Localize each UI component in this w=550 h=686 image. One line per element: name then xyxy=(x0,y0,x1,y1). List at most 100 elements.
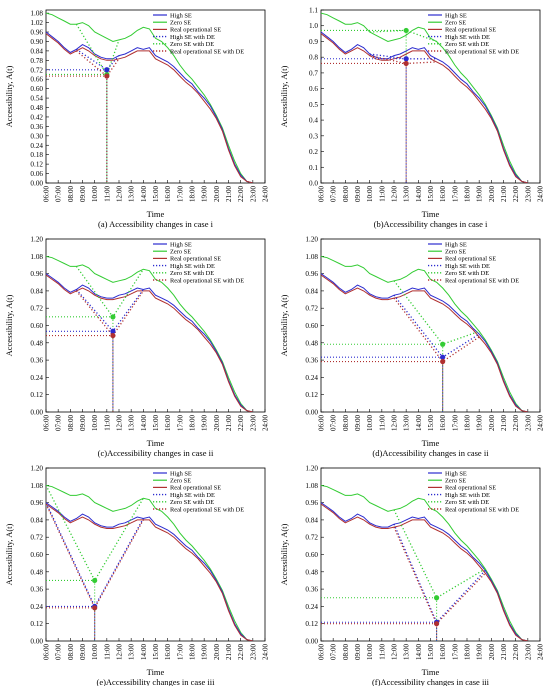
x-tick-label: 24:00 xyxy=(537,644,545,660)
legend-label: Zero SE xyxy=(445,20,466,27)
panel-caption: (f)Accessibility changes in case iii xyxy=(372,677,490,686)
legend-label: Zero SE with DE xyxy=(445,270,489,277)
legend-label: High SE xyxy=(445,12,467,19)
y-tick-label: 0.42 xyxy=(30,113,43,121)
chart-panel-b: 0.0 0.1 0.2 0.3 0.4 0.5 0.6 0.7 0.8 0.9 1.0 1.1 06:0… xyxy=(279,7,545,230)
x-tick-label: 15:00 xyxy=(152,644,160,660)
high-se-line xyxy=(46,273,253,412)
legend-label: Real operational SE xyxy=(170,256,221,263)
high-se-de-line xyxy=(393,294,480,359)
y-tick-label: 1.20 xyxy=(305,236,318,244)
legend-label: Zero SE xyxy=(170,249,191,256)
y-tick-label: 0.00 xyxy=(30,180,43,188)
x-tick-label: 10:00 xyxy=(366,186,374,202)
legend-label: High SE with DE xyxy=(445,34,490,41)
x-tick-label: 09:00 xyxy=(354,644,362,660)
x-tick-label: 08:00 xyxy=(342,644,350,660)
x-tick-label: 17:00 xyxy=(451,415,459,431)
y-tick-label: 0.7 xyxy=(309,69,318,77)
x-tick-label: 06:00 xyxy=(43,186,51,202)
legend-label: Zero SE with DE xyxy=(445,41,489,48)
real-se-line xyxy=(46,503,253,641)
legend-label: High SE with DE xyxy=(445,263,490,270)
x-tick-label: 07:00 xyxy=(330,415,338,431)
legend-label: High SE with DE xyxy=(170,263,215,270)
x-tick-label: 24:00 xyxy=(537,415,545,431)
x-tick-label: 07:00 xyxy=(330,186,338,202)
x-tick-label: 16:00 xyxy=(164,415,172,431)
x-tick-label: 22:00 xyxy=(512,644,520,660)
high-se-de-line xyxy=(46,502,144,608)
zero-de-marker xyxy=(440,341,446,347)
y-tick-label: 1.1 xyxy=(309,7,318,15)
x-axis-label: Time xyxy=(422,438,440,448)
y-tick-label: 0.60 xyxy=(30,322,43,330)
real-se-line xyxy=(46,274,253,412)
chart-panel-a: 0.00 0.060.12 0.180.24 0.300.36 0.420.480.54… xyxy=(4,9,270,229)
x-tick-label: 10:00 xyxy=(366,644,374,660)
x-axis-label: Time xyxy=(147,667,165,677)
y-tick-label: 0.0 xyxy=(309,180,318,188)
panel-caption: (d)Accessibility changes in case ii xyxy=(372,448,489,458)
high-de-marker xyxy=(104,67,110,73)
legend-label: High SE xyxy=(170,241,192,248)
x-tick-label: 22:00 xyxy=(237,644,245,660)
x-tick-label: 19:00 xyxy=(201,186,209,202)
x-tick-label: 13:00 xyxy=(128,644,136,660)
y-tick-label: 0.96 xyxy=(30,499,43,507)
x-tick-label: 09:00 xyxy=(79,186,87,202)
x-tick-label: 23:00 xyxy=(249,186,257,202)
legend-label: Real operational SE with DE xyxy=(445,506,519,513)
x-tick-label: 11:00 xyxy=(103,644,111,660)
x-tick-label: 16:00 xyxy=(164,644,172,660)
x-tick-label: 08:00 xyxy=(67,415,75,431)
y-tick-label: 0.60 xyxy=(305,551,318,559)
legend-label: High SE with DE xyxy=(170,34,215,41)
x-tick-label: 12:00 xyxy=(391,415,399,431)
y-tick-label: 0.54 xyxy=(30,95,43,103)
zero-de-marker xyxy=(92,577,98,584)
high-de-marker xyxy=(440,354,446,360)
zero-se-line xyxy=(46,12,253,183)
x-tick-label: 17:00 xyxy=(451,644,459,660)
high-se-line xyxy=(46,502,253,641)
legend-label: Zero SE with DE xyxy=(170,270,214,277)
y-tick-label: 0.00 xyxy=(30,409,43,417)
y-tick-label: 0.00 xyxy=(305,638,318,646)
y-tick-label: 0.00 xyxy=(305,409,318,417)
y-tick-label: 0.5 xyxy=(309,101,318,109)
legend-label: Zero SE xyxy=(445,478,466,485)
x-tick-label: 20:00 xyxy=(213,415,221,431)
y-tick-label: 0.48 xyxy=(305,339,318,347)
x-tick-label: 21:00 xyxy=(500,415,508,431)
y-tick-label: 0.30 xyxy=(30,132,43,140)
x-tick-label: 07:00 xyxy=(55,644,63,660)
x-tick-label: 14:00 xyxy=(415,415,423,431)
x-tick-label: 23:00 xyxy=(249,644,257,660)
legend-label: High SE xyxy=(170,470,192,477)
real-de-marker xyxy=(433,621,440,627)
chart-panel-d: 0.00 0.12 0.24 0.36 0.48 0.60 0.72 0.84 0.96 1.08… xyxy=(279,236,545,459)
y-tick-label: 0.60 xyxy=(30,85,43,93)
x-tick-label: 17:00 xyxy=(176,415,184,431)
x-tick-label: 12:00 xyxy=(116,644,124,660)
y-tick-label: 0.72 xyxy=(305,534,318,542)
x-tick-label: 10:00 xyxy=(91,186,99,202)
x-tick-label: 09:00 xyxy=(79,415,87,431)
y-tick-label: 0.24 xyxy=(305,603,318,611)
x-tick-label: 20:00 xyxy=(213,644,221,660)
y-axis-label: Accessibility, A(t) xyxy=(279,65,289,127)
y-tick-label: 1.20 xyxy=(30,236,43,244)
y-tick-label: 0.48 xyxy=(30,104,43,112)
legend-label: Real operational SE with DE xyxy=(170,48,244,55)
x-tick-label: 12:00 xyxy=(391,186,399,202)
x-tick-label: 15:00 xyxy=(427,644,435,660)
high-se-line xyxy=(321,273,528,412)
real-se-line xyxy=(321,503,528,641)
high-se-line xyxy=(321,502,528,641)
x-tick-label: 15:00 xyxy=(427,186,435,202)
x-axis-label: Time xyxy=(422,209,440,219)
x-tick-label: 17:00 xyxy=(451,186,459,202)
zero-de-marker xyxy=(433,595,440,601)
y-tick-label: 0.96 xyxy=(30,270,43,278)
